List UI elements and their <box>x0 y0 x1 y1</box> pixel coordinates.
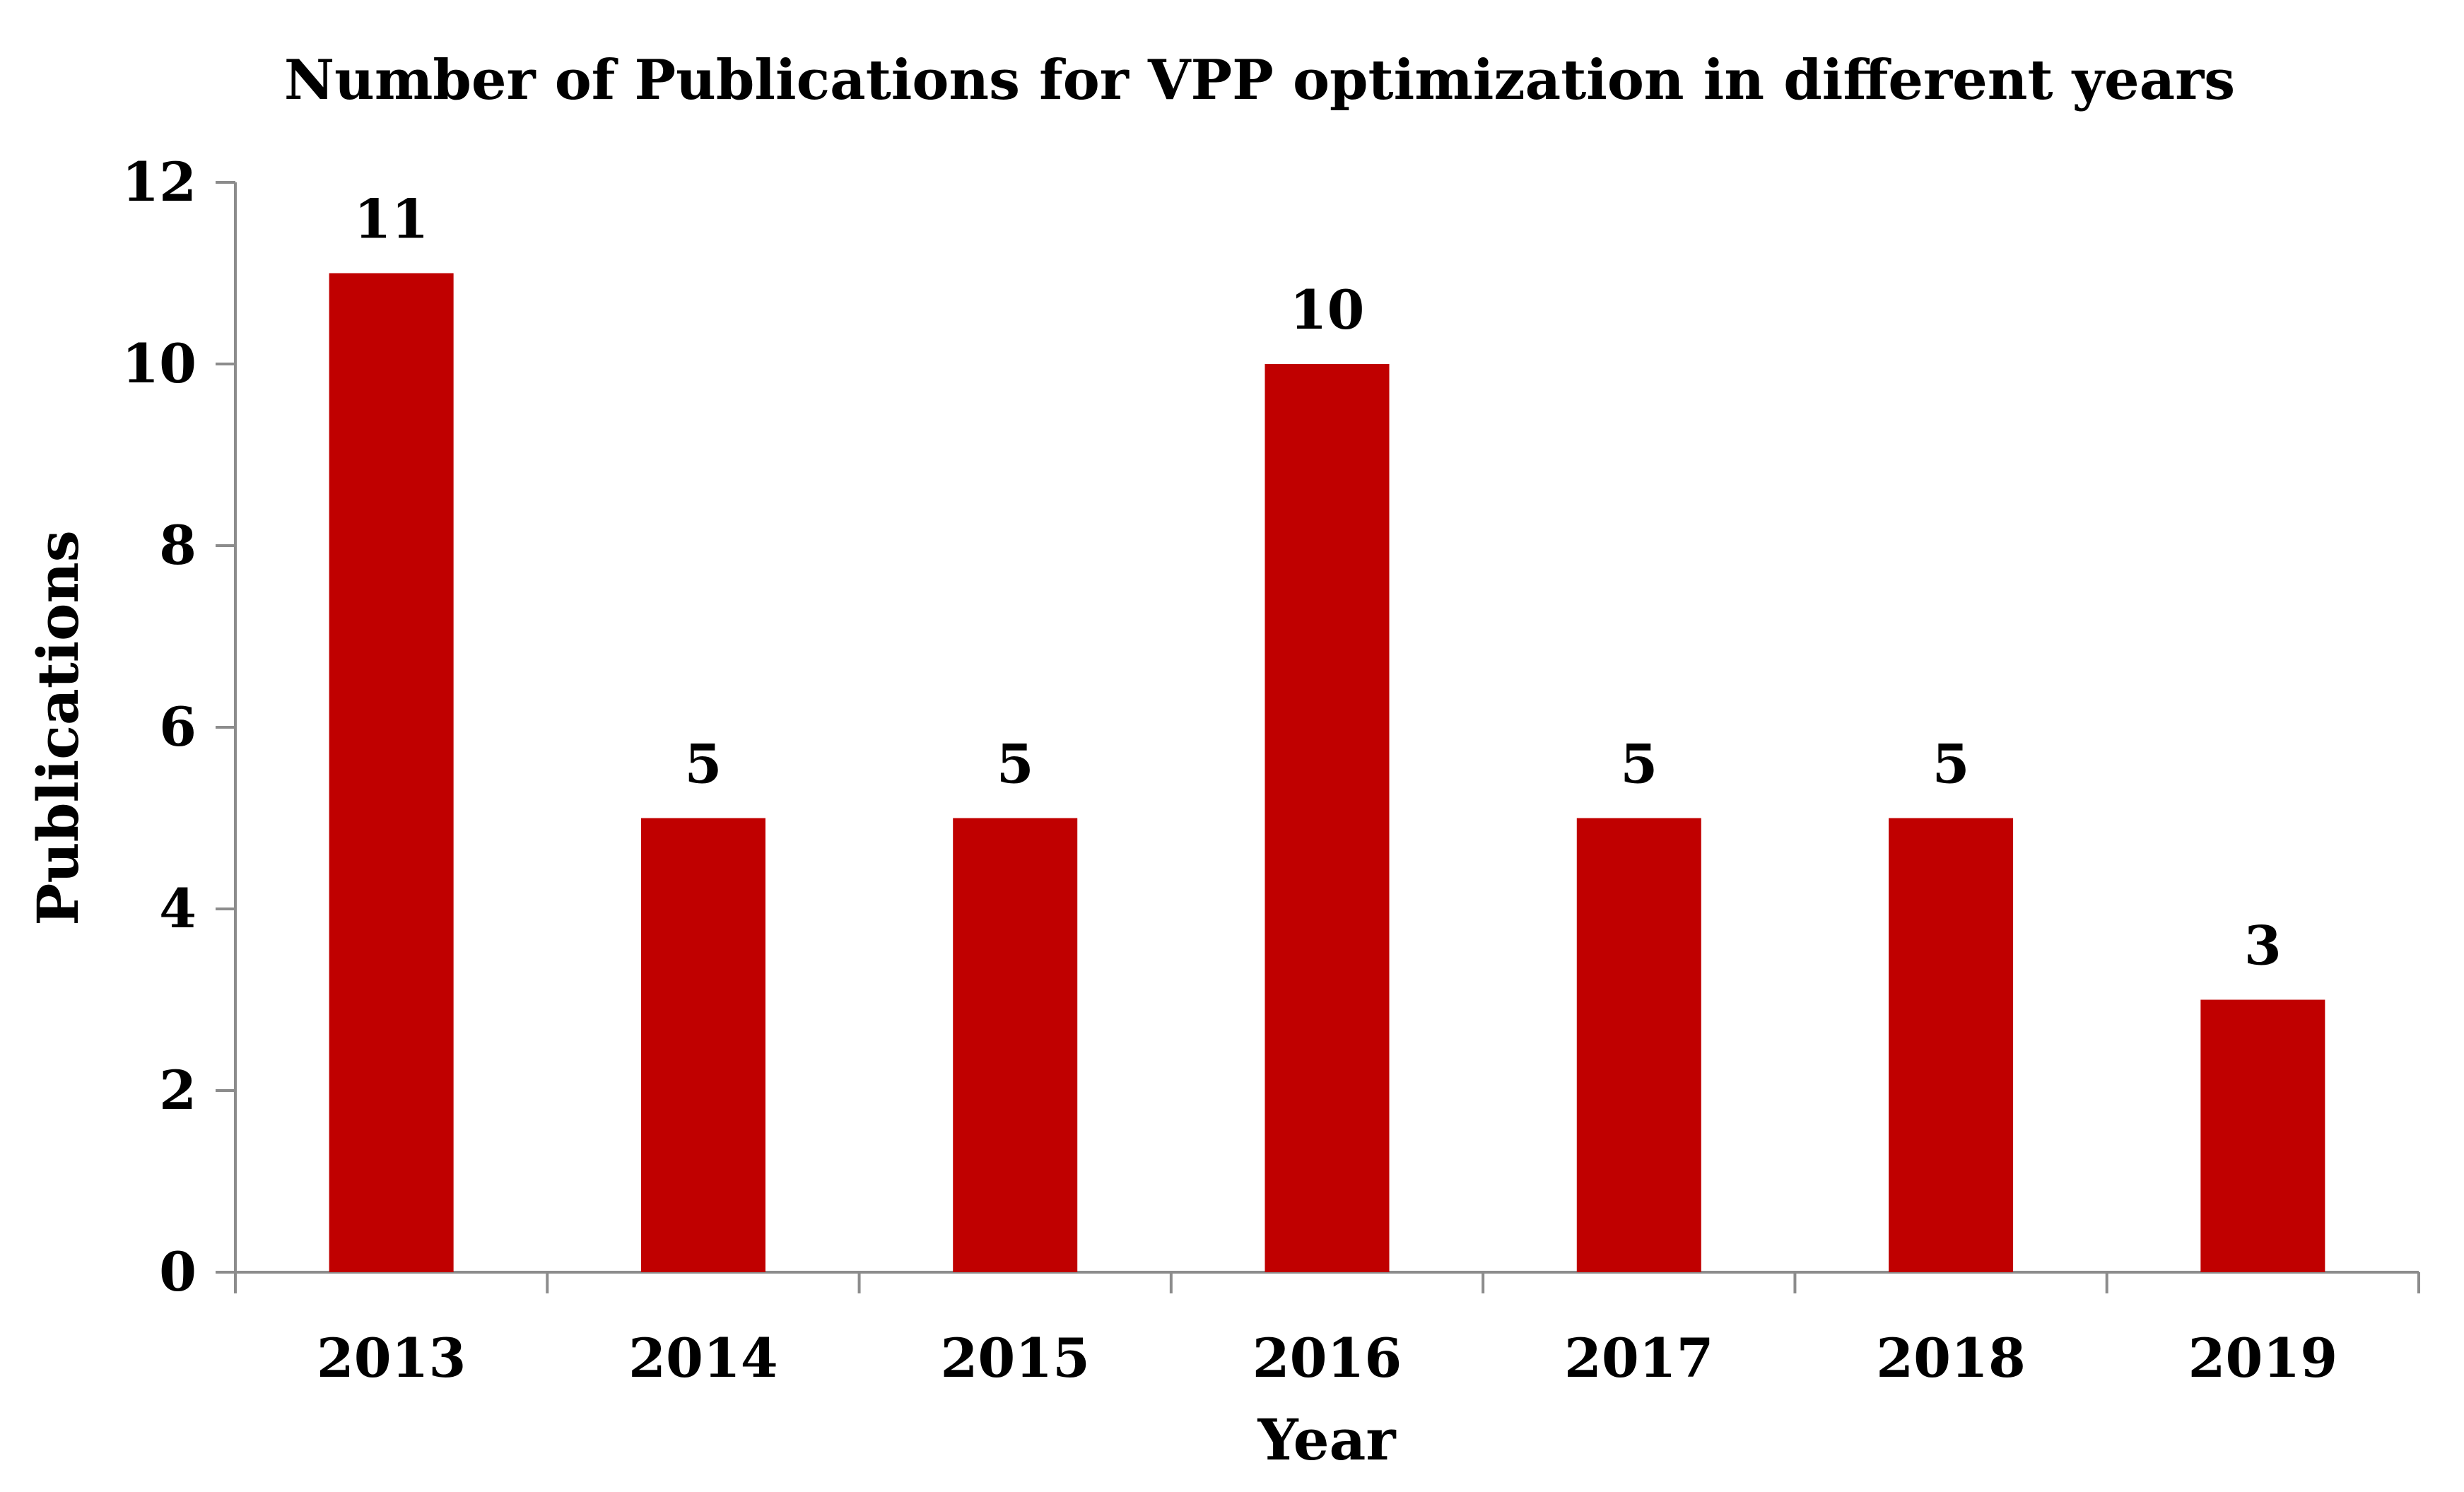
y-tick-label: 10 <box>122 332 196 395</box>
y-axis: 0 2 4 6 8 10 12 <box>122 151 237 1303</box>
data-label: 11 <box>354 188 429 251</box>
data-labels: 11 5 5 10 5 5 3 <box>354 188 2282 977</box>
x-tick-label: 2019 <box>2188 1327 2338 1390</box>
y-tick-label: 2 <box>159 1059 196 1122</box>
x-tick-label: 2018 <box>1876 1327 2026 1390</box>
x-axis: 2013 2014 2015 2016 2017 2018 2019 <box>234 1271 2420 1390</box>
y-tick-label: 4 <box>159 877 196 940</box>
bar <box>1889 818 2014 1272</box>
bar <box>1265 364 1390 1272</box>
data-label: 5 <box>997 733 1034 796</box>
data-label: 5 <box>1932 733 1970 796</box>
y-tick-label: 12 <box>122 151 196 213</box>
x-tick-label: 2014 <box>628 1327 778 1390</box>
bar <box>1576 818 1701 1272</box>
bar <box>953 818 1078 1272</box>
y-tick-label: 8 <box>159 514 196 577</box>
data-label: 5 <box>684 733 722 796</box>
x-tick-label: 2016 <box>1252 1327 1402 1390</box>
x-tick-label: 2017 <box>1564 1327 1714 1390</box>
data-label: 3 <box>2244 915 2282 977</box>
bar <box>640 818 765 1272</box>
bars <box>329 273 2325 1272</box>
x-tick-label: 2013 <box>317 1327 467 1390</box>
x-axis-title: Year <box>1257 1406 1396 1473</box>
chart-title: Number of Publications for VPP optimizat… <box>284 48 2235 112</box>
bar <box>2200 999 2325 1272</box>
y-axis-title: Publications <box>25 530 91 926</box>
x-tick-label: 2015 <box>940 1327 1090 1390</box>
data-label: 10 <box>1290 278 1365 341</box>
y-tick-label: 0 <box>159 1240 196 1303</box>
data-label: 5 <box>1620 733 1658 796</box>
bar <box>329 273 454 1272</box>
y-tick-label: 6 <box>159 695 196 758</box>
